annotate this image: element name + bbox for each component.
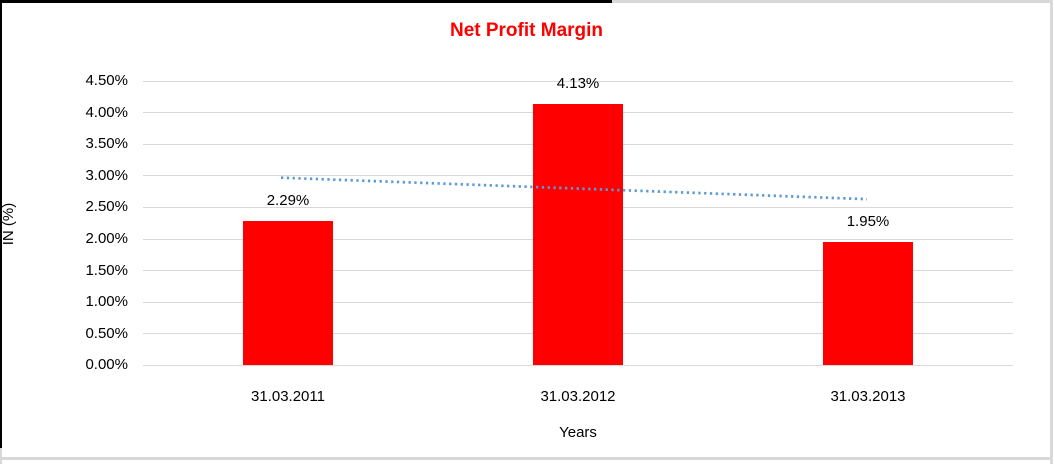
y-axis-tick-label: 1.50% — [85, 261, 128, 279]
border-right-gray — [1050, 0, 1053, 464]
y-axis-tick-label: 1.00% — [85, 293, 128, 311]
x-axis-title: Years — [559, 424, 597, 441]
y-axis-tick-label: 0.00% — [85, 356, 128, 374]
bar — [243, 220, 333, 366]
y-axis-tick-label: 2.50% — [85, 198, 128, 216]
y-axis-tick-label: 0.50% — [85, 324, 128, 342]
chart-title: Net Profit Margin — [449, 20, 604, 41]
bar-data-label: 1.95% — [846, 213, 890, 231]
bar — [533, 104, 623, 366]
y-axis-tick-label: 3.00% — [85, 166, 128, 184]
y-axis-tick-label: 4.00% — [85, 103, 128, 121]
bar — [823, 242, 913, 366]
border-left-gray — [0, 448, 2, 464]
bar-data-label: 4.13% — [556, 75, 600, 93]
border-top-gray — [612, 0, 1053, 3]
y-axis-tick-label: 2.00% — [85, 230, 128, 247]
y-axis-tick-label: 3.50% — [85, 135, 128, 153]
border-top-black — [0, 0, 612, 3]
border-bottom-gray — [0, 457, 1053, 460]
gridline — [143, 80, 1013, 82]
y-axis-tick-label: 4.50% — [85, 72, 128, 89]
x-axis-tick-label: 31.03.2012 — [540, 388, 616, 405]
gridline — [143, 364, 1013, 366]
bar-data-label: 2.29% — [266, 191, 310, 209]
border-left-black — [0, 0, 2, 448]
x-axis-tick-label: 31.03.2013 — [830, 388, 906, 405]
x-axis-tick-label: 31.03.2011 — [251, 388, 325, 405]
